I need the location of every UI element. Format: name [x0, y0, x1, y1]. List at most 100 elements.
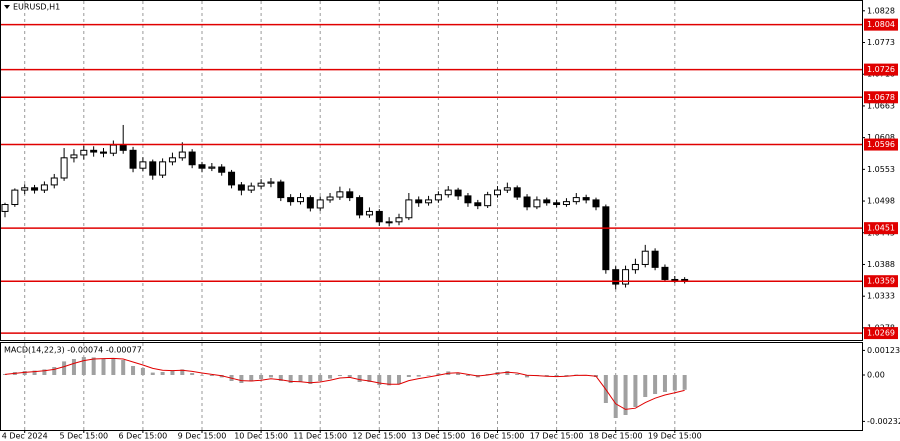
- macd-bar: [52, 367, 57, 375]
- level-label-box: [864, 138, 898, 151]
- macd-bar: [42, 369, 47, 375]
- macd-bar: [682, 375, 687, 390]
- macd-bar: [564, 375, 569, 376]
- candle-body: [553, 202, 561, 206]
- macd-bar: [239, 375, 244, 383]
- macd-bar: [515, 374, 520, 375]
- macd-bar: [209, 375, 214, 376]
- x-tick-label: 11 Dec 15:00: [293, 432, 347, 441]
- candle-body: [90, 149, 98, 153]
- candle-body: [622, 269, 630, 285]
- candle-body: [562, 201, 570, 206]
- y-tick-label: 0.00: [867, 371, 885, 380]
- x-tick-label: 9 Dec 15:00: [178, 432, 227, 441]
- macd-bar: [554, 375, 559, 377]
- macd-bar: [367, 375, 372, 382]
- macd-bar: [170, 371, 175, 375]
- candle-body: [365, 210, 373, 216]
- candle-body: [50, 177, 58, 186]
- macd-bar: [387, 375, 392, 386]
- macd-bar: [426, 375, 431, 376]
- candle-body: [109, 144, 117, 154]
- macd-bar: [436, 373, 441, 375]
- x-tick-label: 5 Dec 15:00: [59, 432, 108, 441]
- candle-body: [415, 199, 423, 204]
- macd-bar: [200, 375, 204, 376]
- macd-bar: [318, 375, 323, 381]
- candle-body: [326, 196, 334, 201]
- macd-bar: [337, 375, 342, 376]
- candle-body: [21, 187, 29, 191]
- level-label: 1.0451: [867, 224, 895, 233]
- candle-body: [572, 197, 580, 203]
- level-label-box: [864, 327, 898, 340]
- macd-bar: [633, 375, 638, 407]
- candle-body: [375, 210, 383, 223]
- y-tick-label: 1.0553: [867, 165, 895, 174]
- y-tick-label: 1.0663: [867, 101, 895, 110]
- candle-body: [484, 194, 492, 207]
- y-tick-label: 1.0333: [867, 292, 895, 301]
- level-label-box: [864, 275, 898, 288]
- macd-bar: [406, 375, 411, 377]
- candle-body: [523, 196, 531, 208]
- candle-body: [602, 206, 610, 271]
- level-label: 1.0726: [867, 65, 895, 74]
- candle-body: [178, 151, 186, 159]
- macd-bar: [643, 375, 648, 397]
- macd-bar: [62, 361, 67, 375]
- candle-body: [237, 184, 245, 191]
- price-pane: [0, 0, 863, 341]
- candle-body: [631, 263, 639, 271]
- macd-bar: [288, 375, 293, 383]
- candle-body: [277, 181, 285, 199]
- macd-bar: [328, 375, 333, 379]
- candle-body: [129, 149, 137, 169]
- macd-bar: [111, 358, 116, 375]
- macd-bar: [357, 375, 362, 382]
- candle-body: [671, 278, 679, 281]
- candle-body: [1, 204, 9, 212]
- symbol-title: EURUSD,H1: [13, 3, 60, 12]
- macd-bar: [653, 375, 658, 394]
- level-label: 1.0269: [867, 329, 895, 338]
- macd-bar: [347, 375, 352, 377]
- x-tick-label: 10 Dec 15:00: [234, 432, 288, 441]
- macd-bar: [71, 359, 76, 375]
- candle-body: [297, 197, 304, 203]
- candle-body: [494, 189, 501, 196]
- macd-bar: [121, 360, 126, 375]
- macd-bar: [32, 370, 37, 375]
- level-label-box: [864, 18, 898, 31]
- candle-body: [208, 166, 216, 169]
- candle-body: [198, 164, 206, 169]
- candle-body: [356, 197, 364, 216]
- macd-bar: [249, 375, 254, 382]
- candle-body: [188, 151, 196, 166]
- level-label-box: [864, 91, 898, 104]
- level-label: 1.0678: [867, 93, 895, 102]
- macd-bar: [259, 375, 264, 379]
- x-tick-label: 4 Dec 2024: [2, 432, 48, 441]
- candle-body: [267, 181, 275, 184]
- candle-body: [543, 199, 551, 204]
- candle-body: [149, 161, 157, 176]
- candle-body: [464, 195, 472, 204]
- x-tick-label: 12 Dec 15:00: [352, 432, 406, 441]
- macd-bar: [613, 375, 618, 418]
- macd-bar: [131, 366, 136, 375]
- macd-pane: [0, 342, 863, 431]
- candle-body: [80, 149, 88, 156]
- macd-bar: [160, 372, 165, 375]
- macd-bar: [465, 375, 470, 376]
- candle-body: [434, 194, 442, 201]
- x-tick-label: 16 Dec 15:00: [471, 432, 525, 441]
- y-tick-label: 1.0773: [867, 38, 895, 47]
- macd-bar: [397, 375, 401, 384]
- candle-body: [228, 171, 236, 186]
- candle-body: [395, 217, 403, 223]
- candle-body: [159, 161, 167, 176]
- macd-bar: [525, 375, 530, 378]
- candle-body: [346, 191, 354, 199]
